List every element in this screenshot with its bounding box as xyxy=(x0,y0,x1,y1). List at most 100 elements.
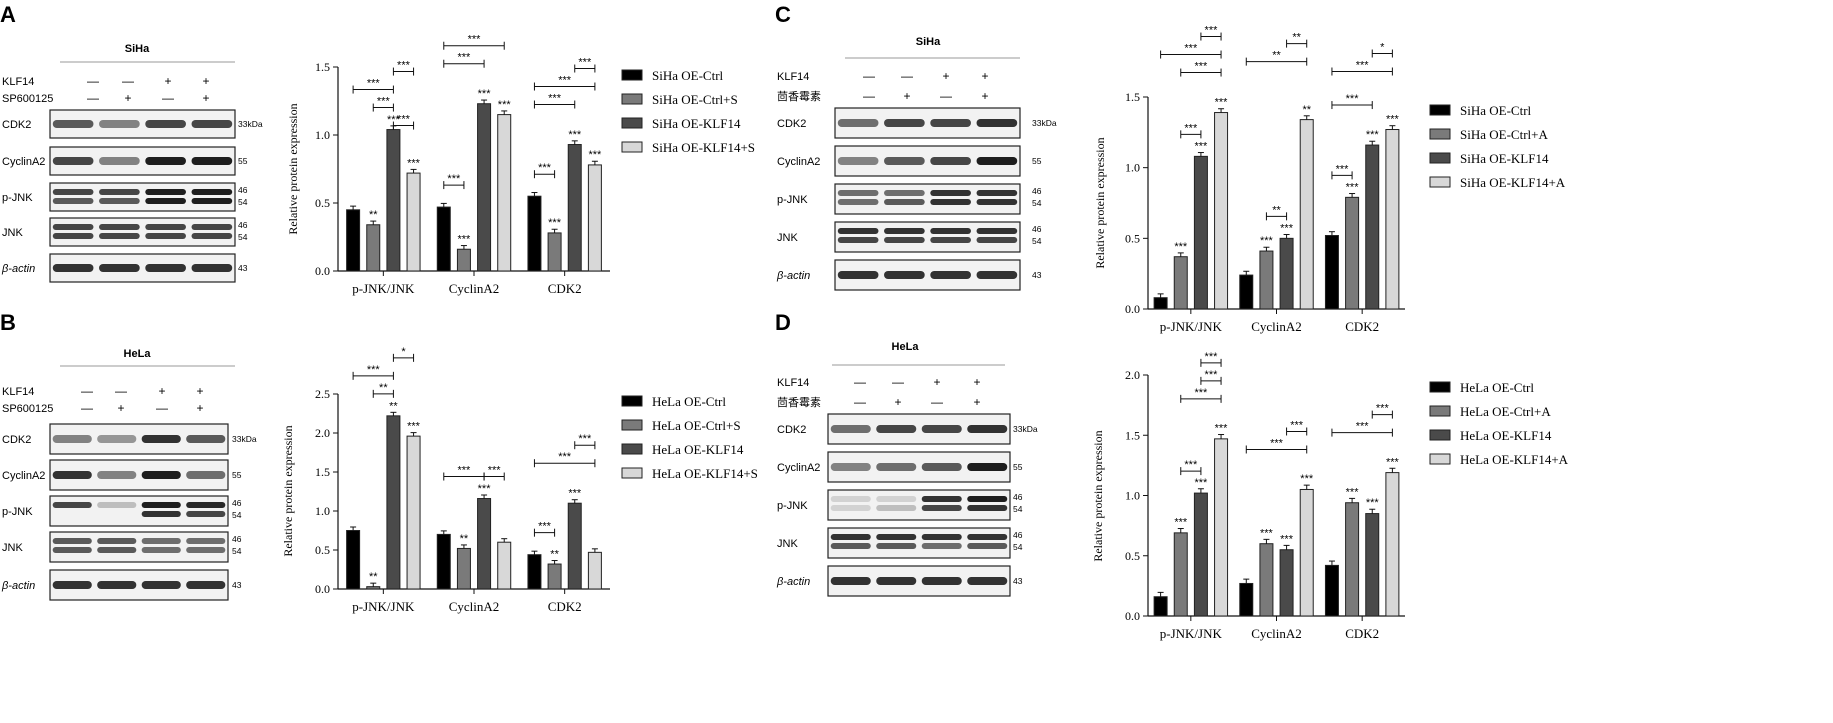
kda-marker: 43 xyxy=(1013,576,1023,586)
bar-significance: *** xyxy=(407,157,421,169)
blot-band xyxy=(191,264,233,272)
y-axis-title: Relative protein expression xyxy=(1091,430,1105,561)
blot-band xyxy=(186,547,226,553)
blot-band xyxy=(145,157,186,165)
blot-band xyxy=(145,198,186,204)
blot-band xyxy=(141,502,181,508)
x-tick-label: CyclinA2 xyxy=(449,599,500,614)
bracket-significance: *** xyxy=(1184,122,1198,134)
blot-band xyxy=(930,237,971,243)
bar-siha-oe-ctrl-a xyxy=(1345,196,1360,310)
bracket-significance: *** xyxy=(1184,459,1198,471)
kda-marker: 54 xyxy=(1013,542,1023,552)
blot-row-label: p-JNK xyxy=(777,500,808,512)
bracket-significance: *** xyxy=(1270,437,1284,449)
legend-swatch xyxy=(1429,104,1451,116)
legend-label: SiHa OE-Ctrl+S xyxy=(652,92,738,107)
treatment-sign: + xyxy=(981,89,988,103)
bar-significance: ** xyxy=(369,571,378,583)
blot-band xyxy=(52,157,94,165)
x-tick-label: CDK2 xyxy=(1345,626,1379,641)
klf14-sign: + xyxy=(942,69,949,83)
kda-marker: 43 xyxy=(238,263,248,273)
bar-hela-oe-klf14-s xyxy=(587,551,602,590)
bar-siha-oe-ctrl xyxy=(1324,235,1339,310)
bracket-significance: ** xyxy=(1292,32,1301,44)
bar-significance: *** xyxy=(1280,533,1294,545)
blot-band xyxy=(921,505,962,511)
bracket-significance: *** xyxy=(1376,403,1390,415)
y-tick-label: 1.5 xyxy=(1125,90,1140,104)
bar-siha-oe-ctrl xyxy=(346,209,361,272)
legend-swatch xyxy=(621,467,643,479)
bar-significance: *** xyxy=(1346,486,1360,498)
bar-hela-oe-ctrl xyxy=(527,554,542,590)
bar-siha-oe-ctrl xyxy=(436,206,451,272)
bar-significance: *** xyxy=(588,149,602,161)
blot-band xyxy=(145,120,186,128)
blot-band xyxy=(52,198,94,204)
bracket-significance: ** xyxy=(1272,50,1281,62)
blot-band xyxy=(976,237,1018,243)
x-tick-label: p-JNK/JNK xyxy=(1160,319,1223,334)
legend-label: HeLa OE-Ctrl xyxy=(652,394,726,409)
bar-hela-oe-klf14 xyxy=(1193,492,1208,617)
bracket-significance: * xyxy=(401,346,406,358)
bar-hela-oe-ctrl-s xyxy=(366,586,381,590)
treatment-sign: + xyxy=(973,395,980,409)
bracket-significance: *** xyxy=(367,78,381,90)
legend-label: SiHa OE-KLF14+A xyxy=(1460,175,1566,190)
blot-band xyxy=(52,471,92,479)
bracket-significance: *** xyxy=(458,52,472,64)
blot-row-label: p-JNK xyxy=(2,506,33,518)
bar-significance: ** xyxy=(369,209,378,221)
blot-band xyxy=(967,543,1008,549)
blot-panel-A: A SiHa KLF14 SP600125 — — — + + — + + CDK2 33kDa Cycli… xyxy=(0,2,263,283)
blot-band xyxy=(52,547,92,553)
legend-swatch xyxy=(1429,429,1451,441)
klf14-row-label: KLF14 xyxy=(777,377,809,389)
bar-siha-oe-ctrl-s xyxy=(547,232,562,272)
treatment-sign: + xyxy=(894,395,901,409)
legend-swatch xyxy=(1429,176,1451,188)
blot-band xyxy=(99,198,140,204)
treatment-sign: + xyxy=(903,89,910,103)
treatment-sign: — xyxy=(931,395,943,409)
blot-band xyxy=(837,237,879,243)
bracket-significance: *** xyxy=(1356,421,1370,433)
treatment-sign: + xyxy=(117,401,124,415)
bar-hela-oe-ctrl-a xyxy=(1173,532,1188,617)
blot-band xyxy=(97,538,137,544)
bracket-significance: *** xyxy=(538,521,552,533)
blot-band xyxy=(876,505,917,511)
bar-hela-oe-klf14-a xyxy=(1214,438,1229,617)
kda-marker: 43 xyxy=(1032,270,1042,280)
bar-hela-oe-klf14 xyxy=(567,502,582,590)
bar-significance: *** xyxy=(1386,114,1400,126)
bracket-significance: *** xyxy=(397,114,411,126)
kda-marker: 33kDa xyxy=(1032,118,1057,128)
bar-significance: *** xyxy=(1174,241,1188,253)
kda-marker: 54 xyxy=(1013,504,1023,514)
bar-siha-oe-klf14-s xyxy=(587,164,602,272)
blot-band xyxy=(930,199,971,205)
blot-band xyxy=(141,547,181,553)
blot-band xyxy=(52,189,94,195)
x-tick-label: p-JNK/JNK xyxy=(352,599,415,614)
blot-band xyxy=(930,271,971,279)
blot-band xyxy=(830,543,871,549)
bracket-significance: *** xyxy=(1205,25,1219,37)
blot-band xyxy=(186,538,226,544)
blot-band xyxy=(99,233,140,239)
blot-band xyxy=(837,119,879,127)
blot-band xyxy=(186,435,226,443)
bar-significance: ** xyxy=(1302,104,1311,116)
blot-band xyxy=(191,120,233,128)
blot-band xyxy=(930,228,971,234)
panel-letter: B xyxy=(0,310,16,335)
kda-marker: 46 xyxy=(238,220,248,230)
bar-hela-oe-ctrl-s xyxy=(547,563,562,590)
blot-band xyxy=(191,198,233,204)
legend-swatch xyxy=(1429,152,1451,164)
